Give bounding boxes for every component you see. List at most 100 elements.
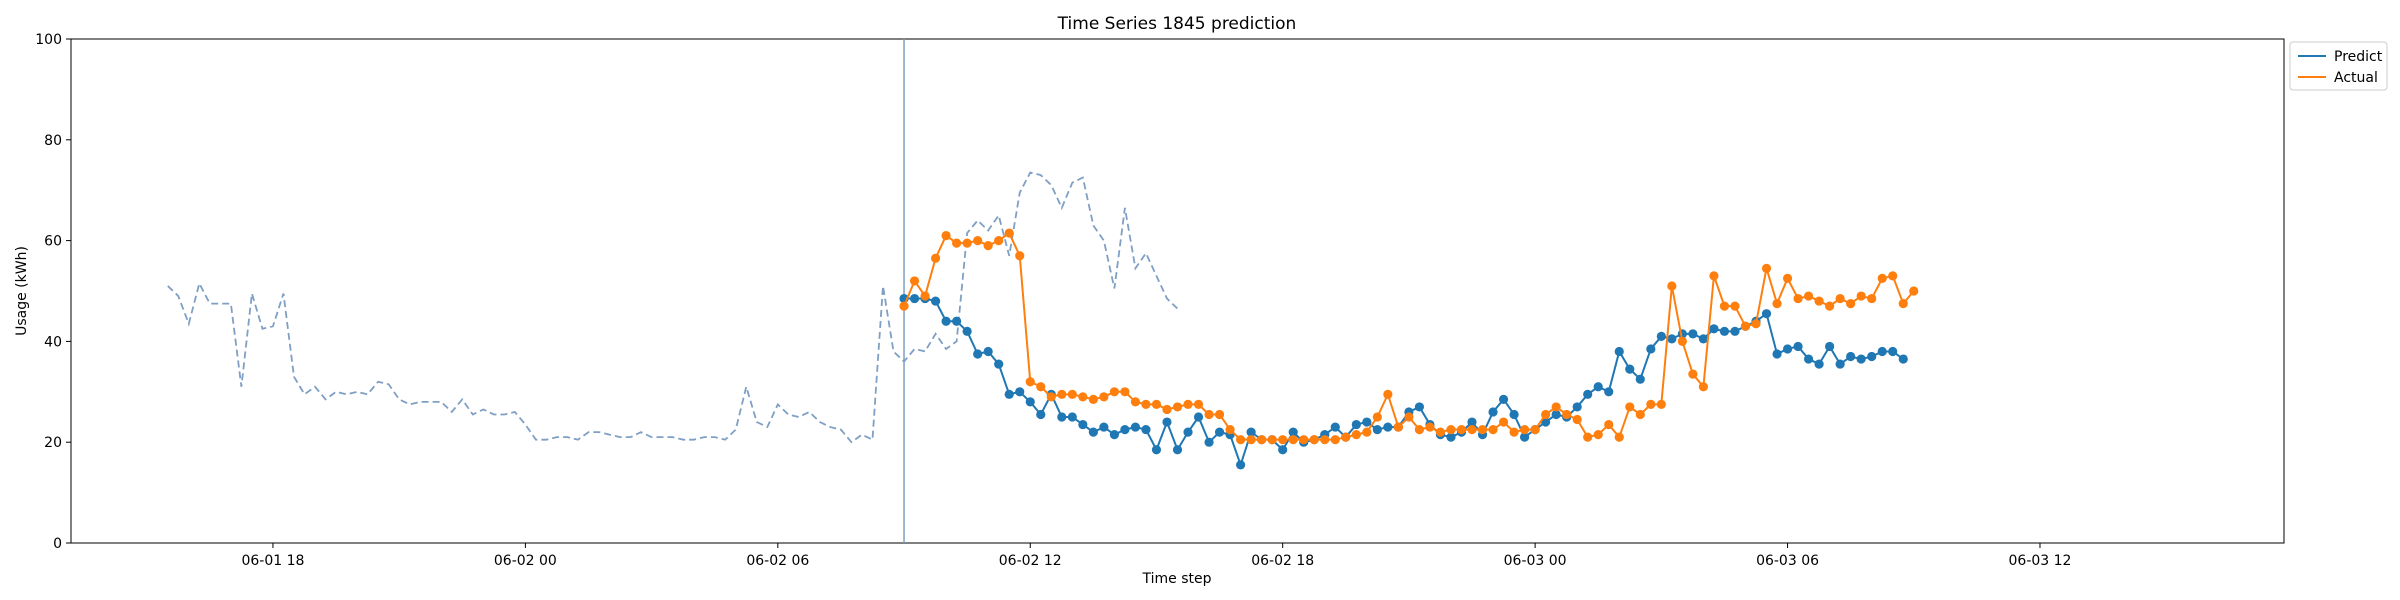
data-point-actual [1835, 293, 1845, 304]
data-point-actual [1267, 435, 1277, 445]
data-point-actual [1688, 369, 1698, 379]
data-point-actual [1498, 417, 1509, 427]
data-point-actual [1730, 301, 1740, 311]
data-point-predict [1414, 402, 1425, 412]
data-point-actual [1183, 399, 1193, 409]
data-point-actual [1456, 425, 1467, 435]
data-point-actual [1488, 425, 1498, 435]
data-point-predict [1372, 425, 1382, 435]
x-axis-label: Time step [1142, 571, 1212, 587]
data-point-predict [1572, 402, 1582, 412]
y-tick-label: 40 [44, 334, 62, 350]
data-point-actual [1867, 293, 1877, 304]
x-axis: 06-01 18 06-02 00 06-02 06 06-02 12 06-02 18… [241, 543, 2071, 569]
data-point-actual [941, 230, 951, 241]
data-point-actual [1604, 419, 1614, 430]
data-point-actual [1477, 425, 1488, 435]
data-point-predict [909, 293, 920, 304]
data-point-predict [1719, 326, 1730, 336]
data-point-actual [1761, 263, 1772, 273]
data-point-predict [1877, 346, 1887, 357]
data-point-predict [1162, 417, 1172, 427]
data-point-predict [1614, 346, 1624, 357]
data-point-actual [1330, 435, 1340, 445]
data-point-predict [1793, 341, 1803, 352]
x-tick-label: 06-03 06 [1756, 553, 1819, 569]
data-point-predict [1088, 427, 1098, 437]
data-point-actual [1814, 296, 1824, 306]
data-point-predict [1698, 334, 1708, 344]
data-point-actual [1572, 414, 1582, 425]
series-layer [899, 228, 1919, 470]
x-tick-label: 06-02 12 [999, 553, 1062, 569]
legend-label-predict: Predict [2334, 49, 2383, 65]
data-point-actual [1414, 425, 1425, 435]
data-point-actual [1151, 399, 1162, 409]
data-point-predict [1593, 382, 1603, 392]
y-tick-label: 20 [44, 435, 62, 451]
data-point-actual [1782, 273, 1793, 283]
data-point-predict [1635, 374, 1645, 384]
data-point-actual [1825, 301, 1835, 311]
history-layer [167, 171, 1179, 444]
data-point-actual [1172, 402, 1183, 412]
data-point-predict [1761, 309, 1772, 319]
data-point-actual [1067, 389, 1077, 399]
data-point-actual [1772, 299, 1782, 309]
data-point-actual [1236, 435, 1246, 445]
data-point-predict [1025, 397, 1035, 407]
data-point-actual [1698, 382, 1708, 392]
data-point-predict [1214, 427, 1225, 437]
data-point-actual [1141, 399, 1151, 409]
data-point-predict [1772, 349, 1782, 359]
data-point-predict [1520, 432, 1530, 442]
data-point-predict [1004, 389, 1014, 399]
data-point-predict [1141, 425, 1151, 435]
data-point-predict [1467, 417, 1477, 427]
data-point-predict [1109, 430, 1119, 440]
data-point-predict [1688, 329, 1698, 339]
data-point-actual [962, 238, 972, 248]
data-point-actual [1740, 321, 1751, 331]
data-point-predict [1509, 409, 1519, 420]
y-tick-label: 0 [53, 536, 62, 552]
data-point-predict [1236, 460, 1246, 470]
data-point-actual [1109, 387, 1119, 397]
data-point-actual [1057, 389, 1067, 399]
data-point-actual [1025, 377, 1035, 387]
data-point-predict [1130, 422, 1141, 432]
data-point-predict [973, 349, 983, 359]
y-tick-label: 60 [44, 234, 62, 250]
legend-label-actual: Actual [2334, 70, 2378, 86]
data-point-predict [1646, 344, 1656, 354]
data-point-actual [1193, 399, 1204, 409]
data-point-predict [1898, 354, 1908, 364]
data-point-actual [1309, 435, 1319, 445]
data-point-actual [1446, 425, 1456, 435]
data-point-actual [1856, 291, 1866, 301]
data-point-actual [994, 236, 1004, 246]
data-point-predict [1541, 417, 1551, 427]
data-point-actual [1099, 392, 1109, 402]
data-point-actual [1362, 427, 1372, 437]
data-point-actual [1225, 425, 1235, 435]
data-point-predict [952, 316, 962, 326]
data-point-predict [1078, 419, 1088, 430]
data-point-predict [1803, 354, 1814, 364]
data-point-actual [1751, 319, 1761, 329]
data-point-actual [1351, 430, 1361, 440]
data-point-actual [1425, 422, 1435, 432]
data-point-actual [1530, 425, 1540, 435]
data-point-actual [973, 236, 983, 246]
data-point-predict [1151, 445, 1162, 455]
data-point-predict [962, 326, 972, 336]
data-point-predict [1120, 425, 1130, 435]
data-point-predict [1036, 409, 1046, 420]
data-point-predict [1709, 324, 1719, 334]
series-actual [899, 228, 1919, 445]
data-point-actual [1015, 251, 1025, 261]
data-point-predict [1099, 422, 1109, 432]
